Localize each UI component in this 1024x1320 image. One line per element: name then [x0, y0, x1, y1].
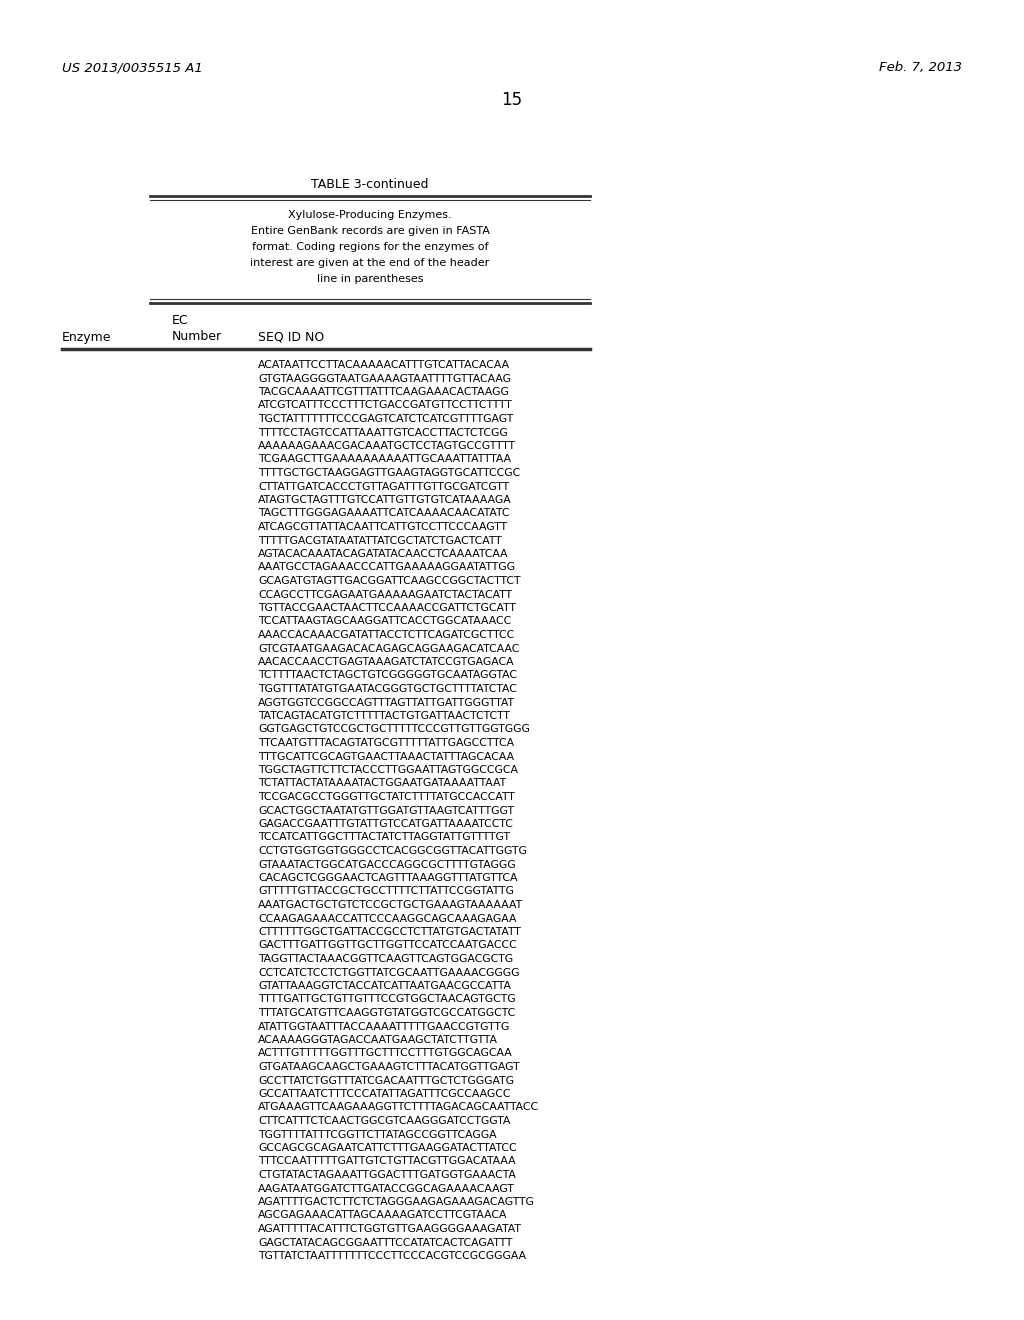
- Text: Number: Number: [172, 330, 222, 343]
- Text: AGCGAGAAACATTAGCAAAAGATCCTTCGTAACA: AGCGAGAAACATTAGCAAAAGATCCTTCGTAACA: [258, 1210, 508, 1221]
- Text: US 2013/0035515 A1: US 2013/0035515 A1: [62, 62, 203, 74]
- Text: CCAGCCTTCGAGAATGAAAAAGAATCTACTACATT: CCAGCCTTCGAGAATGAAAAAGAATCTACTACATT: [258, 590, 512, 599]
- Text: Xylulose-Producing Enzymes.: Xylulose-Producing Enzymes.: [288, 210, 452, 220]
- Text: AAATGACTGCTGTCTCCGCTGCTGAAAGTAAAAAAT: AAATGACTGCTGTCTCCGCTGCTGAAAGTAAAAAAT: [258, 900, 523, 909]
- Text: TTTTCCTAGTCCATTAAATTGTCACCTTACTCTCGG: TTTTCCTAGTCCATTAAATTGTCACCTTACTCTCGG: [258, 428, 508, 437]
- Text: Entire GenBank records are given in FASTA: Entire GenBank records are given in FAST…: [251, 226, 489, 236]
- Text: GAGACCGAATTTGTATTGTCCATGATTAAAATCCTC: GAGACCGAATTTGTATTGTCCATGATTAAAATCCTC: [258, 818, 513, 829]
- Text: CTTCATTTCTCAACTGGCGTCAAGGGATCCTGGTA: CTTCATTTCTCAACTGGCGTCAAGGGATCCTGGTA: [258, 1115, 510, 1126]
- Text: GCCTTATCTGGTTTATCGACAATTTGCTCTGGGATG: GCCTTATCTGGTTTATCGACAATTTGCTCTGGGATG: [258, 1076, 514, 1085]
- Text: GCAGATGTAGTTGACGGATTCAAGCCGGCTACTTCT: GCAGATGTAGTTGACGGATTCAAGCCGGCTACTTCT: [258, 576, 520, 586]
- Text: TTTTTGACGTATAATATTATCGCTATCTGACTCATT: TTTTTGACGTATAATATTATCGCTATCTGACTCATT: [258, 536, 502, 545]
- Text: TGGTTTTATTTCGGTTCTTATAGCCGGTTCAGGA: TGGTTTTATTTCGGTTCTTATAGCCGGTTCAGGA: [258, 1130, 497, 1139]
- Text: AAATGCCTAGAAACCCATTGAAAAAGGAATATTGG: AAATGCCTAGAAACCCATTGAAAAAGGAATATTGG: [258, 562, 516, 573]
- Text: AACACCAACCTGAGTAAAGATCTATCCGTGAGACA: AACACCAACCTGAGTAAAGATCTATCCGTGAGACA: [258, 657, 515, 667]
- Text: ATGAAAGTTCAAGAAAGGTTCTTTTAGACAGCAATTACC: ATGAAAGTTCAAGAAAGGTTCTTTTAGACAGCAATTACC: [258, 1102, 539, 1113]
- Text: TGCTATTTTTTTCCCGAGTCATCTCATCGTTTTGAGT: TGCTATTTTTTTCCCGAGTCATCTCATCGTTTTGAGT: [258, 414, 513, 424]
- Text: TCTTTTAACTCTAGCTGTCGGGGGTGCAATAGGTAC: TCTTTTAACTCTAGCTGTCGGGGGTGCAATAGGTAC: [258, 671, 517, 681]
- Text: SEQ ID NO: SEQ ID NO: [258, 330, 325, 343]
- Text: ATAGTGCTAGTTTGTCCATTGTTGTGTCATAAAAGA: ATAGTGCTAGTTTGTCCATTGTTGTGTCATAAAAGA: [258, 495, 512, 506]
- Text: CTGTATACTAGAAATTGGACTTTGATGGTGAAACTA: CTGTATACTAGAAATTGGACTTTGATGGTGAAACTA: [258, 1170, 516, 1180]
- Text: AGATTTTGACTCTTCTCTAGGGAAGAGAAAGACAGTTG: AGATTTTGACTCTTCTCTAGGGAAGAGAAAGACAGTTG: [258, 1197, 535, 1206]
- Text: TTTTGATTGCTGTTGTTTCCGTGGCTAACAGTGCTG: TTTTGATTGCTGTTGTTTCCGTGGCTAACAGTGCTG: [258, 994, 516, 1005]
- Text: ACTTTGTTTTTGGTTTGCTTTCCTTTGTGGCAGCAA: ACTTTGTTTTTGGTTTGCTTTCCTTTGTGGCAGCAA: [258, 1048, 513, 1059]
- Text: TTCAATGTTTACAGTATGCGTTTTTATTGAGCCTTCA: TTCAATGTTTACAGTATGCGTTTTTATTGAGCCTTCA: [258, 738, 514, 748]
- Text: TAGGTTACTAAACGGTTCAAGTTCAGTGGACGCTG: TAGGTTACTAAACGGTTCAAGTTCAGTGGACGCTG: [258, 954, 513, 964]
- Text: GTGATAAGCAAGCTGAAAGTCTTTACATGGTTGAGT: GTGATAAGCAAGCTGAAAGTCTTTACATGGTTGAGT: [258, 1063, 519, 1072]
- Text: GACTTTGATTGGTTGCTTGGTTCCATCCAATGACCC: GACTTTGATTGGTTGCTTGGTTCCATCCAATGACCC: [258, 940, 517, 950]
- Text: AGGTGGTCCGGCCAGTTTAGTTATTGATTGGGTTAT: AGGTGGTCCGGCCAGTTTAGTTATTGATTGGGTTAT: [258, 697, 515, 708]
- Text: GCCAGCGCAGAATCATTCTTTGAAGGATACTTATCC: GCCAGCGCAGAATCATTCTTTGAAGGATACTTATCC: [258, 1143, 517, 1152]
- Text: TTTGCATTCGCAGTGAACTTAAACTATTTAGCACAA: TTTGCATTCGCAGTGAACTTAAACTATTTAGCACAA: [258, 751, 514, 762]
- Text: Enzyme: Enzyme: [62, 330, 112, 343]
- Text: AAAAAAGAAACGACAAATGCTCCTAGTGCCGTTTT: AAAAAAGAAACGACAAATGCTCCTAGTGCCGTTTT: [258, 441, 516, 451]
- Text: TABLE 3-continued: TABLE 3-continued: [311, 178, 429, 191]
- Text: CCAAGAGAAACCATTCCCAAGGCAGCAAAGAGAA: CCAAGAGAAACCATTCCCAAGGCAGCAAAGAGAA: [258, 913, 516, 924]
- Text: ACAAAAGGGTAGACCAATGAAGCTATCTTGTTA: ACAAAAGGGTAGACCAATGAAGCTATCTTGTTA: [258, 1035, 498, 1045]
- Text: TCCATTAAGTAGCAAGGATTCACCTGGCATAAACC: TCCATTAAGTAGCAAGGATTCACCTGGCATAAACC: [258, 616, 511, 627]
- Text: CTTATTGATCACCCTGTTAGATTTGTTGCGATCGTT: CTTATTGATCACCCTGTTAGATTTGTTGCGATCGTT: [258, 482, 509, 491]
- Text: TTTTGCTGCTAAGGAGTTGAAGTAGGTGCATTCCGC: TTTTGCTGCTAAGGAGTTGAAGTAGGTGCATTCCGC: [258, 469, 520, 478]
- Text: TGTTATCTAATTTTTTTCCCTTCCCACGTCCGCGGGAA: TGTTATCTAATTTTTTTCCCTTCCCACGTCCGCGGGAA: [258, 1251, 526, 1261]
- Text: GTATTAAAGGTCTACCATCATTAATGAACGCCATTA: GTATTAAAGGTCTACCATCATTAATGAACGCCATTA: [258, 981, 511, 991]
- Text: TACGCAAAATTCGTTTATTTCAAGAAACACTAAGG: TACGCAAAATTCGTTTATTTCAAGAAACACTAAGG: [258, 387, 509, 397]
- Text: TTTATGCATGTTCAAGGTGTATGGTCGCCATGGCTC: TTTATGCATGTTCAAGGTGTATGGTCGCCATGGCTC: [258, 1008, 515, 1018]
- Text: ATCGTCATTTCCCTTTCTGACCGATGTTCCTTCTTTT: ATCGTCATTTCCCTTTCTGACCGATGTTCCTTCTTTT: [258, 400, 513, 411]
- Text: TGGTTTATATGTGAATACGGGTGCTGCTTTTATCTAC: TGGTTTATATGTGAATACGGGTGCTGCTTTTATCTAC: [258, 684, 517, 694]
- Text: ACATAATTCCTTACAAAAACATTTGTCATTACACAA: ACATAATTCCTTACAAAAACATTTGTCATTACACAA: [258, 360, 510, 370]
- Text: 15: 15: [502, 91, 522, 110]
- Text: GCCATTAATCTTTCCCATATTAGATTTCGCCAAGCC: GCCATTAATCTTTCCCATATTAGATTTCGCCAAGCC: [258, 1089, 511, 1100]
- Text: ATATTGGTAATTTACCAAAATTTTTGAACCGTGTTG: ATATTGGTAATTTACCAAAATTTTTGAACCGTGTTG: [258, 1022, 510, 1031]
- Text: GTTTTTGTTACCGCTGCCTTTTCTTATTCCGGTATTG: GTTTTTGTTACCGCTGCCTTTTCTTATTCCGGTATTG: [258, 887, 514, 896]
- Text: AAGATAATGGATCTTGATACCGGCAGAAAACAAGT: AAGATAATGGATCTTGATACCGGCAGAAAACAAGT: [258, 1184, 515, 1193]
- Text: ATCAGCGTTATTACAATTCATTGTCCTTCCCAAGTT: ATCAGCGTTATTACAATTCATTGTCCTTCCCAAGTT: [258, 521, 508, 532]
- Text: format. Coding regions for the enzymes of: format. Coding regions for the enzymes o…: [252, 242, 488, 252]
- Text: AGTACACAAATACAGATATACAACCTCAAAATCAA: AGTACACAAATACAGATATACAACCTCAAAATCAA: [258, 549, 509, 558]
- Text: CTTTTTTGGCTGATTACCGCCTCTTATGTGACTATATT: CTTTTTTGGCTGATTACCGCCTCTTATGTGACTATATT: [258, 927, 521, 937]
- Text: TAGCTTTGGGAGAAAATTCATCAAAACAACATATC: TAGCTTTGGGAGAAAATTCATCAAAACAACATATC: [258, 508, 510, 519]
- Text: TTTCCAATTTTTGATTGTCTGTTACGTTGGACATAAA: TTTCCAATTTTTGATTGTCTGTTACGTTGGACATAAA: [258, 1156, 516, 1167]
- Text: GGTGAGCTGTCCGCTGCTTTTTCCCGTTGTTGGTGGG: GGTGAGCTGTCCGCTGCTTTTTCCCGTTGTTGGTGGG: [258, 725, 529, 734]
- Text: GCACTGGCTAATATGTTGGATGTTAAGTCATTTGGT: GCACTGGCTAATATGTTGGATGTTAAGTCATTTGGT: [258, 805, 514, 816]
- Text: TCTATTACTATAAAATACTGGAATGATAAAATTAAT: TCTATTACTATAAAATACTGGAATGATAAAATTAAT: [258, 779, 506, 788]
- Text: EC: EC: [172, 314, 188, 327]
- Text: TCCGACGCCTGGGTTGCTATCTTTTATGCCACCATT: TCCGACGCCTGGGTTGCTATCTTTTATGCCACCATT: [258, 792, 515, 803]
- Text: line in parentheses: line in parentheses: [316, 275, 423, 284]
- Text: CCTCATCTCCTCTGGTTATCGCAATTGAAAACGGGG: CCTCATCTCCTCTGGTTATCGCAATTGAAAACGGGG: [258, 968, 519, 978]
- Text: Feb. 7, 2013: Feb. 7, 2013: [879, 62, 962, 74]
- Text: GTCGTAATGAAGACACAGAGCAGGAAGACATCAAC: GTCGTAATGAAGACACAGAGCAGGAAGACATCAAC: [258, 644, 519, 653]
- Text: AAACCACAAACGATATTACCTCTTCAGATCGCTTCC: AAACCACAAACGATATTACCTCTTCAGATCGCTTCC: [258, 630, 515, 640]
- Text: CACAGCTCGGGAACTCAGTTTAAAGGTTTATGTTCA: CACAGCTCGGGAACTCAGTTTAAAGGTTTATGTTCA: [258, 873, 517, 883]
- Text: GTAAATACTGGCATGACCCAGGCGCTTTTGTAGGG: GTAAATACTGGCATGACCCAGGCGCTTTTGTAGGG: [258, 859, 516, 870]
- Text: CCTGTGGTGGTGGGCCTCACGGCGGTTACATTGGTG: CCTGTGGTGGTGGGCCTCACGGCGGTTACATTGGTG: [258, 846, 527, 855]
- Text: GAGCTATACAGCGGAATTTCCATATCACTCAGATTT: GAGCTATACAGCGGAATTTCCATATCACTCAGATTT: [258, 1238, 512, 1247]
- Text: TGGCTAGTTCTTCTACCCTTGGAATTAGTGGCCGCA: TGGCTAGTTCTTCTACCCTTGGAATTAGTGGCCGCA: [258, 766, 518, 775]
- Text: TGTTACCGAACTAACTTCCAAAACCGATTCTGCATT: TGTTACCGAACTAACTTCCAAAACCGATTCTGCATT: [258, 603, 516, 612]
- Text: interest are given at the end of the header: interest are given at the end of the hea…: [251, 257, 489, 268]
- Text: AGATTTTTACATTTCTGGTGTTGAAGGGGAAAGATAT: AGATTTTTACATTTCTGGTGTTGAAGGGGAAAGATAT: [258, 1224, 522, 1234]
- Text: TATCAGTACATGTCTTTTTACTGTGATTAACTCTCTT: TATCAGTACATGTCTTTTTACTGTGATTAACTCTCTT: [258, 711, 510, 721]
- Text: TCGAAGCTTGAAAAAAAAAATTGCAAATTATTTAA: TCGAAGCTTGAAAAAAAAAATTGCAAATTATTTAA: [258, 454, 511, 465]
- Text: TCCATCATTGGCTTTACTATCTTAGGTATTGTTTTGT: TCCATCATTGGCTTTACTATCTTAGGTATTGTTTTGT: [258, 833, 510, 842]
- Text: GTGTAAGGGGTAATGAAAAGTAATTTTGTTACAAG: GTGTAAGGGGTAATGAAAAGTAATTTTGTTACAAG: [258, 374, 511, 384]
